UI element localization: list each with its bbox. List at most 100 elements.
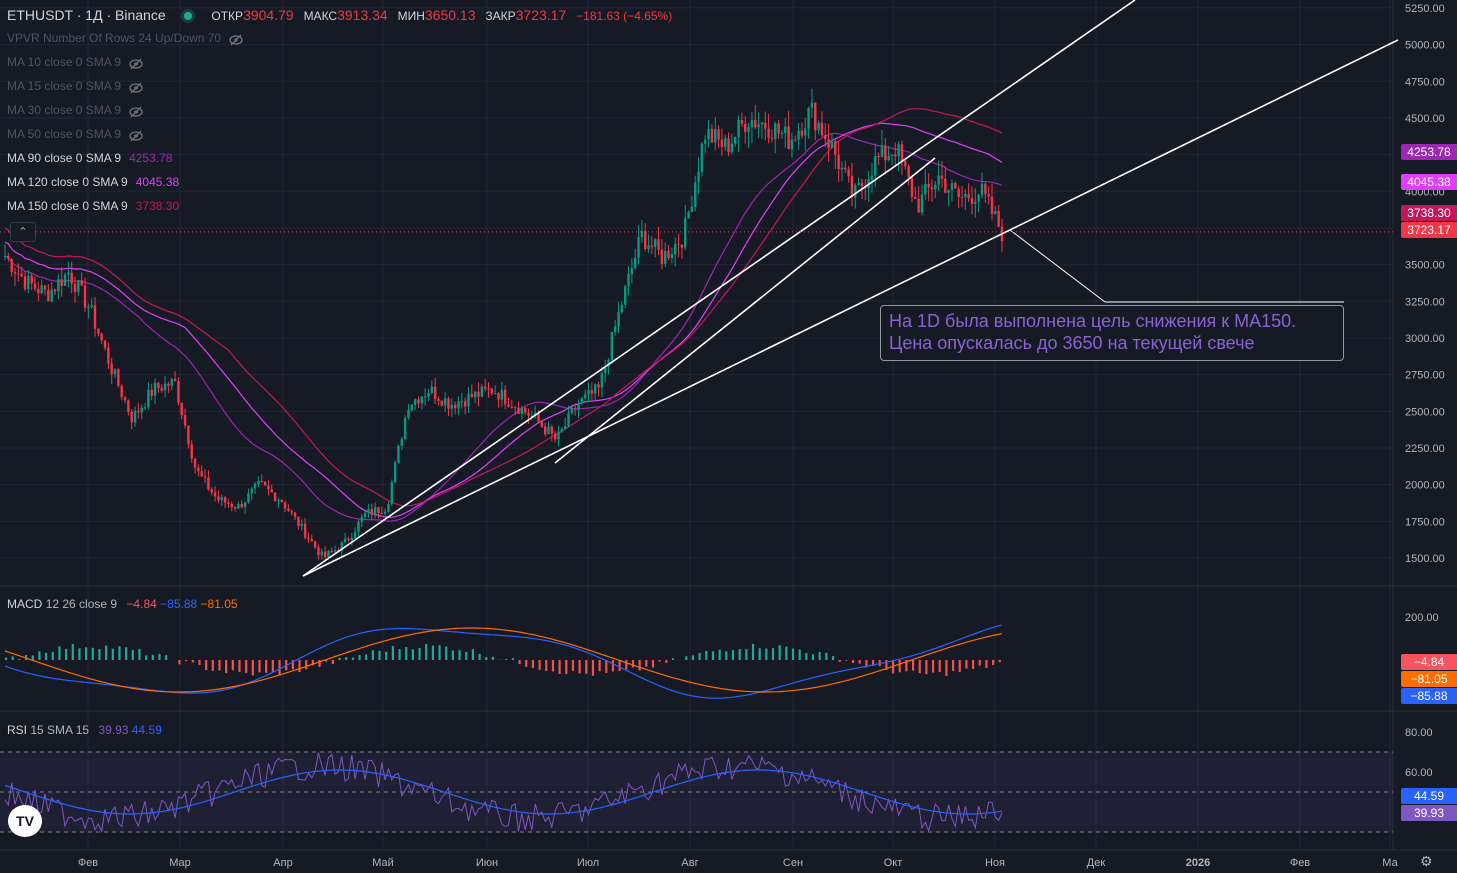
candle-body (267, 485, 270, 490)
time-tick-label: Фев (1290, 857, 1310, 869)
candle-body (470, 393, 474, 398)
macd-histogram-bar (351, 657, 354, 660)
candle-body (23, 276, 27, 290)
candle-body (253, 483, 257, 489)
indicator-row[interactable]: MA 150 close 0 SMA 9 3738.30 (7, 199, 179, 213)
macd-histogram-bar (425, 644, 428, 660)
indicator-row[interactable]: MA 30 close 0 SMA 9 (7, 103, 143, 118)
candle-body (157, 382, 160, 389)
macd-histogram-bar (965, 660, 968, 669)
macd-hist-value: −4.84 (126, 597, 157, 611)
macd-pane (4, 624, 1003, 699)
macd-histogram-bar (65, 648, 68, 660)
candle-body (133, 410, 137, 423)
candle-body (480, 386, 484, 397)
macd-histogram-bar (258, 660, 261, 673)
macd-histogram-bar (945, 660, 948, 677)
indicator-row[interactable]: MA 120 close 0 SMA 9 4045.38 (7, 175, 179, 189)
candle-body (704, 139, 707, 144)
candle-body (517, 407, 520, 415)
candle-body (650, 245, 654, 247)
macd-histogram-bar (705, 650, 708, 660)
symbol-title[interactable]: ETHUSDT · 1Д · Binance (7, 7, 166, 23)
macd-histogram-bar (431, 645, 435, 660)
candle-body (824, 135, 827, 140)
candle-body (750, 119, 754, 128)
eye-hidden-icon[interactable] (129, 58, 143, 70)
time-axis[interactable]: Фев Мар Апр Май Июн Июл Авг Сен Окт Ноя Дек 2026 Фев… (78, 857, 1399, 869)
macd-histogram-bar (645, 660, 648, 667)
candle-body (834, 140, 837, 155)
macd-histogram-bar (338, 657, 341, 660)
eye-hidden-icon[interactable] (229, 34, 243, 46)
candle-body (897, 144, 900, 157)
candle-body (630, 268, 634, 275)
eye-hidden-icon[interactable] (129, 106, 143, 118)
candle-body (947, 189, 950, 193)
candle-body (237, 503, 240, 509)
eye-hidden-icon[interactable] (129, 82, 143, 94)
eye-hidden-icon[interactable] (129, 130, 143, 142)
candle-body (290, 511, 293, 513)
candle-body (453, 404, 457, 409)
candle-body (443, 398, 447, 406)
macd-histogram-bar (98, 649, 101, 660)
candle-body (844, 167, 847, 170)
candle-body (543, 426, 547, 435)
candle-body (57, 279, 60, 292)
indicator-row[interactable]: MA 90 close 0 SMA 9 4253.78 (7, 151, 172, 165)
macd-histogram-bar (638, 660, 641, 671)
trendlines[interactable] (302, 0, 1399, 577)
macd-histogram-bar (165, 655, 168, 660)
macd-histogram-bar (698, 652, 701, 660)
chart-callout[interactable]: На 1D была выполнена цель снижения к MA1… (880, 305, 1344, 361)
indicator-row[interactable]: VPVR Number Of Rows 24 Up/Down 70 (7, 31, 243, 46)
candle-body (207, 477, 210, 490)
candle-body (720, 139, 724, 147)
candle-body (270, 489, 273, 493)
candle-body (527, 412, 530, 416)
macd-histogram-bar (525, 660, 528, 667)
candle-body (150, 389, 153, 396)
candle-body (560, 428, 564, 432)
high-label: МАКС (303, 9, 338, 23)
candle-body (997, 211, 1000, 227)
indicator-value: 4253.78 (129, 151, 173, 165)
macd-histogram-bar (625, 660, 628, 670)
macd-histogram-bar (578, 660, 581, 674)
macd-histogram-bar (851, 660, 855, 664)
candle-body (297, 516, 300, 527)
macd-histogram-bar (138, 648, 141, 660)
candle-body (473, 391, 477, 398)
high-value: 3913.34 (337, 7, 388, 23)
close-value: 3723.17 (515, 7, 567, 23)
rsi-tick-label: 60.00 (1405, 767, 1433, 779)
macd-histogram-bar (418, 648, 421, 660)
tradingview-logo-icon[interactable]: TV (8, 805, 42, 837)
candle-body (740, 119, 744, 124)
candle-body (667, 250, 670, 259)
time-tick-label: Сен (783, 857, 803, 869)
candle-body (960, 197, 964, 199)
candle-body (950, 183, 954, 190)
candle-body (160, 388, 163, 391)
candle-body (660, 249, 664, 264)
indicator-row[interactable]: MA 15 close 0 SMA 9 (7, 79, 143, 94)
trendline-lower (302, 39, 1399, 577)
candle-body (767, 128, 770, 138)
macd-histogram-bar (291, 660, 294, 670)
candle-body (563, 426, 567, 429)
macd-histogram-bar (798, 649, 801, 660)
candle-body (390, 482, 393, 505)
collapse-legend-button[interactable]: ⌃ (10, 222, 36, 242)
indicator-row[interactable]: MA 10 close 0 SMA 9 (7, 55, 143, 70)
candle-body (980, 183, 984, 195)
time-tick-label: Фев (78, 857, 98, 869)
time-tick-label: Ма (1382, 857, 1398, 869)
candle-body (597, 384, 600, 388)
gear-icon[interactable]: ⚙ (1420, 853, 1433, 869)
candle-body (664, 250, 667, 264)
indicator-row[interactable]: MA 50 close 0 SMA 9 (7, 127, 143, 142)
candle-body (830, 140, 834, 148)
